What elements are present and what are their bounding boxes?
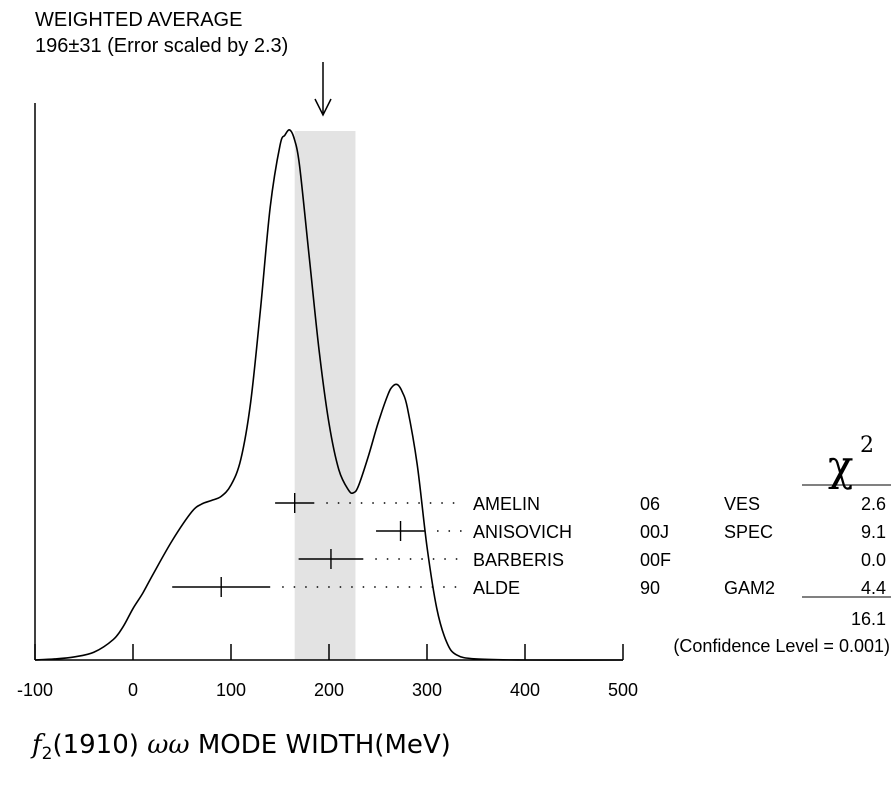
x-tick-label: 500 [608,680,638,700]
x-axis-particle-symbol: f [32,730,42,760]
ideogram-curve [34,129,624,661]
x-axis-particle-subscript: 2 [41,744,53,765]
measurement-author: BARBERIS [473,550,564,570]
x-tick-label: -100 [17,680,53,700]
measurement-chi2: 9.1 [861,522,886,542]
x-axis-ticks: -100 0 100 200 300 400 500 [17,644,638,700]
average-arrow [314,62,332,117]
chi2-exponent: 2 [860,433,874,458]
measurement-experiment: SPEC [724,522,773,542]
measurement-experiment: GAM2 [724,578,775,598]
measurement-chi2: 0.0 [861,550,886,570]
measurement-year: 06 [640,494,660,514]
measurement-year: 00J [640,522,669,542]
x-tick-label: 400 [510,680,540,700]
measurement-author: AMELIN [473,494,540,514]
chart-subtitle: 196±31 (Error scaled by 2.3) [35,35,288,57]
chart-title: WEIGHTED AVERAGE [35,9,242,31]
x-axis-particle-mass: (1910) [52,730,139,760]
chi2-header: χ 2 [802,433,891,490]
confidence-level: (Confidence Level = 0.001) [673,636,890,656]
measurement-author: ANISOVICH [473,522,572,542]
x-tick-label: 300 [412,680,442,700]
measurement-chi2: 2.6 [861,494,886,514]
measurement-year: 90 [640,578,660,598]
chi2-symbol: χ [828,441,853,490]
chi2-total: 16.1 [851,609,886,629]
measurement-author: ALDE [473,578,520,598]
measurements: AMELIN 06 VES 2.6 ANISOVICH 00J SPEC 9.1 BARBERI… [172,493,886,598]
measurement-experiment: VES [724,494,760,514]
x-axis-title: f2(1910) ωω MODE WIDTH(MeV) [32,730,451,764]
x-axis-text: MODE WIDTH(MeV) [197,730,451,760]
x-tick-label: 0 [128,680,138,700]
x-axis-mode: ωω [147,730,190,760]
x-tick-label: 100 [216,680,246,700]
x-tick-label: 200 [314,680,344,700]
measurement-chi2: 4.4 [861,578,886,598]
measurement-year: 00F [640,550,671,570]
